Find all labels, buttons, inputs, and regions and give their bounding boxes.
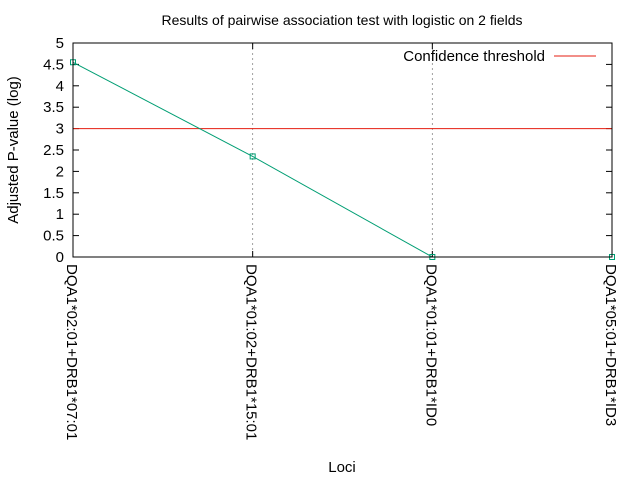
x-tick-label: DQA1*01:01+DRB1*ID0 — [422, 264, 439, 426]
x-axis: DQA1*02:01+DRB1*07:01 DQA1*01:02+DRB1*15:… — [63, 43, 619, 440]
x-tick-label: DQA1*05:01+DRB1*ID3 — [602, 264, 619, 426]
plot-frame — [72, 42, 613, 258]
y-tick-label: 0 — [56, 249, 64, 266]
grid — [252, 43, 433, 257]
y-tick-label: 2.5 — [43, 142, 64, 159]
y-tick-label: 4.5 — [43, 56, 64, 73]
y-axis: 0 0.5 1 1.5 2 2.5 3 3.5 4 4.5 5 — [43, 35, 612, 266]
y-tick-label: 1 — [56, 206, 64, 223]
y-tick-label: 0.5 — [43, 228, 64, 245]
y-tick-label: 3 — [56, 121, 64, 138]
x-tick-label: DQA1*01:02+DRB1*15:01 — [243, 264, 260, 440]
y-tick-label: 2 — [56, 163, 64, 180]
data-point — [249, 153, 256, 160]
series — [70, 59, 615, 260]
x-tick-label: DQA1*02:01+DRB1*07:01 — [63, 264, 80, 440]
y-tick-label: 3.5 — [43, 99, 64, 116]
y-tick-label: 5 — [56, 35, 64, 52]
y-tick-label: 4 — [56, 78, 64, 95]
legend-label-threshold: Confidence threshold — [403, 48, 545, 65]
x-axis-label: Loci — [328, 459, 356, 476]
y-tick-label: 1.5 — [43, 185, 64, 202]
series-line — [72, 61, 612, 258]
chart-title: Results of pairwise association test wit… — [161, 12, 522, 28]
y-axis-label: Adjusted P-value (log) — [5, 76, 22, 224]
